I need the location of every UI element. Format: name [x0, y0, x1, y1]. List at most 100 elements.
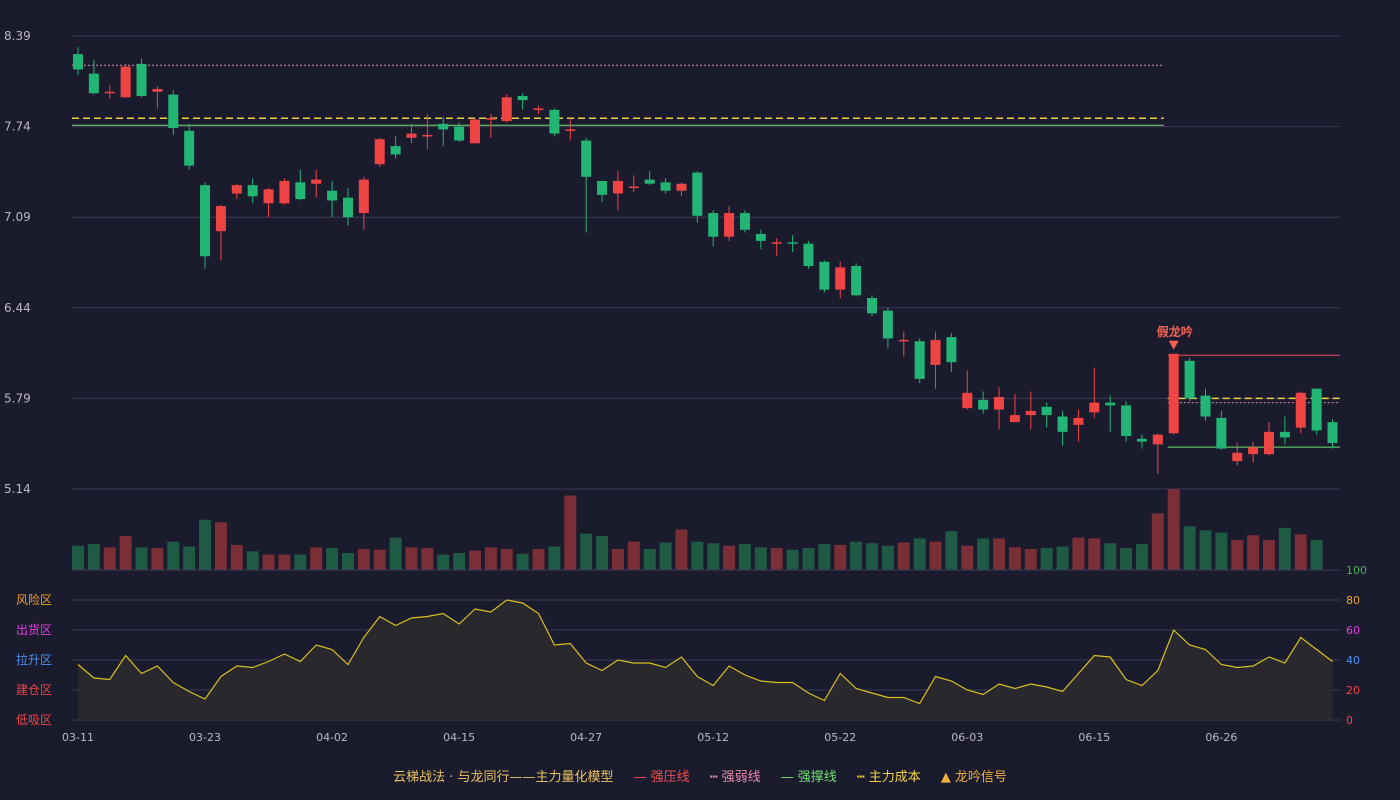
volume-bar	[1183, 526, 1196, 570]
candle-body	[184, 130, 195, 166]
volume-bar	[484, 547, 497, 570]
volume-bar	[929, 541, 942, 570]
candle-body	[1327, 422, 1338, 444]
volume-bar	[611, 548, 624, 570]
candle-body	[470, 119, 480, 144]
volume-bar	[897, 542, 910, 570]
osc-area	[78, 600, 1333, 720]
volume-bar	[405, 547, 418, 570]
volume-bar	[1040, 548, 1053, 570]
volume-bar	[278, 554, 291, 570]
candle-body	[1279, 431, 1290, 438]
candle-body	[581, 140, 592, 177]
candle-body	[1136, 438, 1147, 442]
candle-body	[438, 123, 449, 130]
candle-body	[1152, 434, 1163, 445]
legend-item-signal[interactable]: ▲ 龙吟信号	[940, 770, 1007, 785]
volume-bar	[707, 543, 720, 570]
volume-bar	[993, 538, 1006, 570]
volume-bar	[373, 549, 386, 570]
candle-body	[882, 310, 893, 339]
volume-bar	[850, 541, 863, 570]
candle-body	[755, 233, 766, 241]
candle-body	[644, 179, 655, 184]
candle-body	[485, 118, 496, 120]
candle-body	[1057, 416, 1068, 432]
candle-body	[215, 206, 226, 232]
volume-bar	[167, 541, 180, 570]
volume-bar	[1167, 489, 1180, 570]
candle-body	[422, 134, 433, 137]
price-tick-label: 5.14	[4, 482, 31, 496]
candle-body	[517, 95, 528, 101]
candle-body	[803, 243, 814, 266]
candle-body	[501, 97, 512, 122]
candle-body	[724, 213, 735, 237]
x-tick-label: 03-23	[189, 731, 221, 744]
candle-body	[263, 189, 274, 204]
volume-bar	[453, 552, 466, 570]
volume-bar	[87, 544, 100, 570]
legend-item-weak-line[interactable]: ┅ 强弱线	[709, 770, 761, 785]
legend-item-cost[interactable]: ┅ 主力成本	[856, 770, 921, 785]
volume-bar	[119, 535, 132, 570]
x-tick-label: 06-26	[1205, 731, 1237, 744]
zone-label: 低吸区	[16, 713, 52, 727]
candle-body	[676, 183, 687, 191]
candle-body	[1200, 395, 1211, 417]
candle-body	[295, 182, 306, 200]
stock-chart: 8.39 7.74 7.09 6.44 5.79 5.14 0 20 40 60 80 100 风险区出…	[4, 29, 1367, 744]
volume-bar	[548, 546, 561, 570]
volume-bar	[199, 519, 212, 570]
osc-line	[77, 599, 1333, 705]
candle-body	[1264, 431, 1274, 455]
legend-item-support[interactable]: — 强撑线	[780, 770, 837, 785]
volume-bar	[1247, 535, 1260, 570]
x-tick-label: 03-11	[62, 731, 94, 744]
osc-tick-label: 100	[1346, 564, 1367, 577]
candle-body	[787, 242, 798, 244]
candle-body	[279, 180, 290, 204]
volume-bar	[1120, 548, 1133, 570]
zone-label: 拉升区	[16, 652, 52, 667]
volume-bar	[834, 544, 847, 570]
candle-body	[1232, 452, 1243, 462]
candle-body	[88, 73, 99, 94]
osc-tick-label: 40	[1346, 654, 1360, 667]
x-tick-label: 05-22	[824, 731, 856, 744]
candle-body	[533, 108, 544, 110]
volume-bar	[469, 550, 481, 570]
candle-body	[549, 109, 560, 134]
price-tick-label: 5.79	[4, 391, 31, 405]
volume-bar	[1215, 532, 1228, 570]
candle-body	[851, 265, 862, 296]
volume-bar	[1278, 527, 1291, 570]
volume-bar	[881, 545, 894, 570]
candle-body	[978, 399, 989, 410]
volume-bar	[389, 537, 402, 570]
zone-label: 风险区	[16, 592, 52, 607]
candle-body	[962, 392, 973, 409]
price-tick-label: 7.09	[4, 210, 31, 224]
x-tick-label: 04-15	[443, 731, 475, 744]
volume-bar	[691, 541, 704, 570]
legend-title: 云梯战法 · 与龙同行——主力量化模型	[393, 770, 614, 785]
candle-body	[200, 185, 211, 257]
legend-item-strong-pressure[interactable]: — 强压线	[633, 770, 690, 785]
x-tick-label: 05-12	[697, 731, 729, 744]
candle-body	[311, 179, 322, 184]
x-tick-label: 06-15	[1078, 731, 1110, 744]
volume-bar	[1088, 538, 1101, 570]
volume-bar	[1135, 544, 1148, 570]
candle-body	[1025, 410, 1036, 416]
candle-body	[1248, 447, 1259, 455]
volume-bar	[738, 544, 751, 570]
volume-bar	[643, 548, 656, 570]
price-tick-label: 8.39	[4, 29, 31, 43]
volume-bar	[1199, 530, 1212, 570]
volume-bar	[151, 548, 164, 570]
candle-body	[930, 339, 941, 365]
candle-body	[327, 190, 338, 201]
candle-body	[358, 179, 369, 214]
volume-bar	[802, 548, 815, 570]
